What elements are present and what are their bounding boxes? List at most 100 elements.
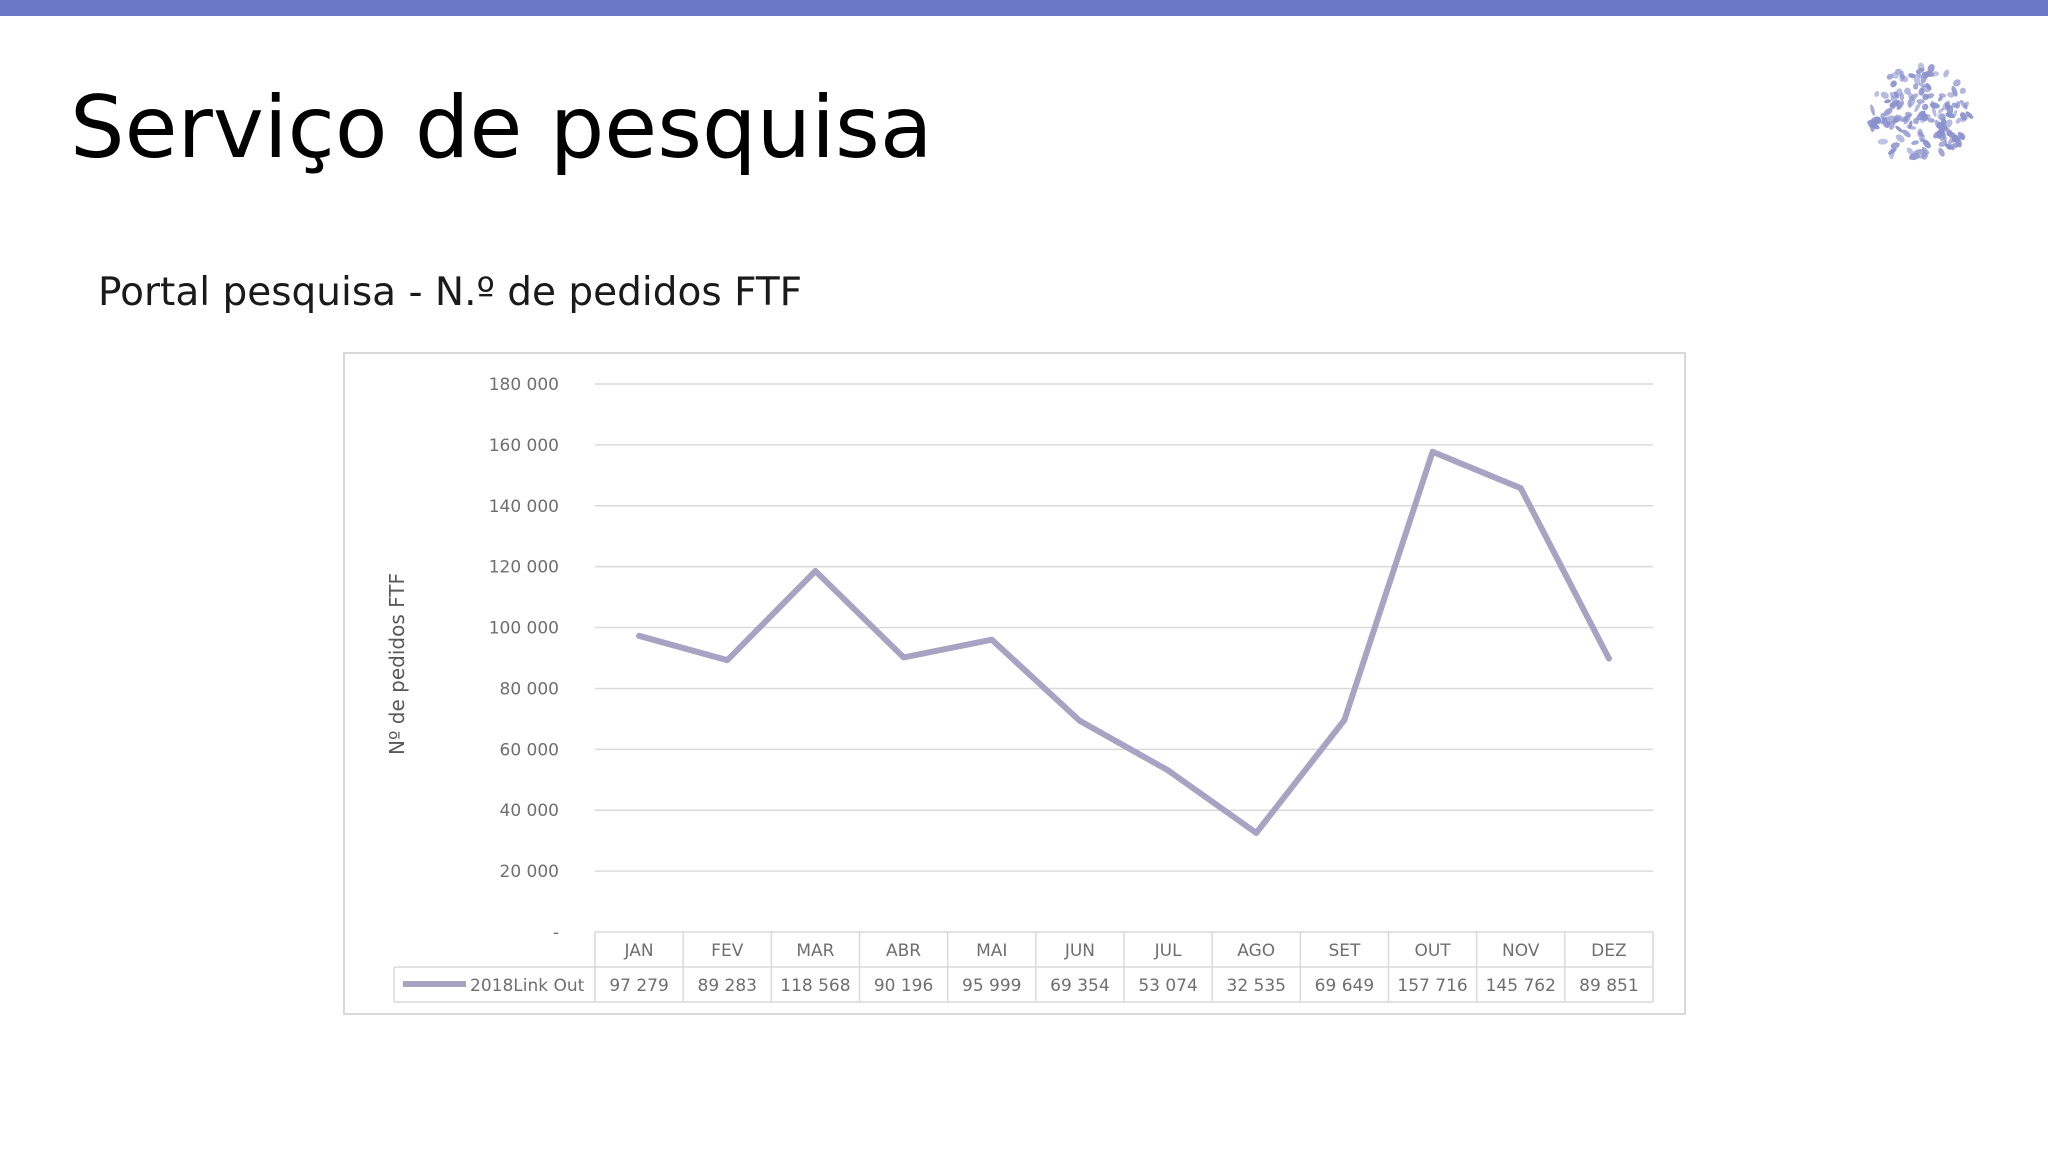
slide-title: Serviço de pesquisa: [70, 78, 933, 178]
logo-petal: [1880, 91, 1889, 99]
y-tick-label: 120 000: [489, 558, 559, 578]
data-label: 90 196: [874, 976, 933, 996]
data-label: 97 279: [609, 976, 668, 996]
logo-petal: [1913, 149, 1926, 155]
y-tick-label: 160 000: [489, 436, 559, 456]
logo-petal: [1908, 73, 1916, 79]
logo-petal: [1943, 69, 1950, 78]
data-point: [1429, 448, 1436, 455]
y-tick-label: 20 000: [500, 862, 559, 882]
data-label: 157 716: [1397, 976, 1467, 996]
data-label: 69 649: [1315, 976, 1374, 996]
data-point: [1341, 716, 1348, 723]
y-tick-label: 100 000: [489, 619, 559, 639]
data-point: [1076, 717, 1083, 724]
logo-petal: [1965, 111, 1974, 119]
logo-petal: [1951, 85, 1958, 97]
x-tick-label: MAI: [976, 941, 1007, 961]
data-label: 145 762: [1486, 976, 1556, 996]
x-tick-label: JUN: [1064, 941, 1095, 961]
logo-petal: [1907, 99, 1912, 109]
logo-petal: [1931, 106, 1937, 117]
chart-title: Portal pesquisa - N.º de pedidos FTF: [98, 270, 803, 315]
data-label: 32 535: [1227, 976, 1286, 996]
data-point: [636, 632, 643, 639]
y-axis-label: Nº de pedidos FTF: [385, 573, 409, 755]
data-point: [900, 654, 907, 661]
logo-petal: [1929, 102, 1940, 109]
data-point: [724, 657, 731, 664]
logo-petal: [1918, 110, 1926, 117]
data-point: [1165, 767, 1172, 774]
logo-petal: [1918, 152, 1928, 159]
purple-flower-cluster-icon: [1867, 62, 1974, 161]
logo-petal: [1899, 70, 1905, 82]
logo-petal: [1931, 71, 1939, 77]
logo-petal: [1947, 92, 1955, 98]
logo-petal: [1938, 147, 1945, 157]
logo-petal: [1933, 130, 1942, 139]
logo-petal: [1880, 116, 1888, 125]
logo-petal: [1963, 101, 1969, 109]
logo-petal: [1887, 147, 1897, 155]
logo-petal: [1870, 104, 1875, 116]
logo-petal: [1938, 93, 1947, 98]
x-tick-label: ABR: [886, 941, 921, 961]
data-point: [988, 636, 995, 643]
logo-petal: [1899, 92, 1905, 102]
logo-petal: [1938, 140, 1948, 147]
logo-petal: [1937, 108, 1944, 114]
logo-petal: [1945, 119, 1953, 128]
logo-petal: [1896, 100, 1905, 111]
x-tick-label: NOV: [1502, 941, 1540, 961]
logo-petal: [1921, 71, 1929, 79]
x-tick-label: JUL: [1154, 941, 1182, 961]
x-tick-label: OUT: [1414, 941, 1451, 961]
data-label: 53 074: [1138, 976, 1197, 996]
data-label: 89 283: [698, 976, 757, 996]
x-tick-label: JAN: [624, 941, 654, 961]
logo-petal: [1895, 125, 1903, 133]
logo-petal: [1916, 99, 1925, 104]
logo-petal: [1917, 128, 1923, 138]
logo-petal: [1897, 115, 1905, 122]
x-tick-label: FEV: [711, 941, 744, 961]
logo-petal: [1870, 116, 1880, 124]
logo-petal: [1922, 93, 1929, 101]
logo-petal: [1939, 113, 1947, 122]
logo-petal: [1911, 140, 1920, 145]
logo-petal: [1908, 93, 1919, 102]
logo-petal: [1886, 73, 1894, 80]
logo-petal: [1942, 100, 1951, 111]
logo-petal: [1921, 114, 1929, 122]
x-tick-label: DEZ: [1591, 941, 1626, 961]
y-tick-label: -: [553, 923, 559, 943]
x-tick-label: SET: [1328, 941, 1361, 961]
logo-petal: [1906, 147, 1914, 156]
logo-petal: [1927, 118, 1935, 123]
logo-petal: [1958, 132, 1966, 141]
logo-petal: [1960, 115, 1968, 123]
data-point: [812, 568, 819, 575]
y-tick-label: 140 000: [489, 497, 559, 517]
y-tick-label: 80 000: [500, 679, 559, 699]
logo-petal: [1877, 138, 1888, 145]
logo-petal: [1953, 79, 1961, 87]
logo-petal: [1903, 113, 1911, 125]
logo-petal: [1927, 63, 1935, 73]
logo-petal: [1921, 146, 1930, 155]
logo-petal: [1914, 102, 1921, 113]
y-tick-label: 180 000: [489, 375, 559, 395]
logo-petal: [1874, 90, 1880, 98]
y-tick-label: 60 000: [500, 740, 559, 760]
logo-petal: [1946, 104, 1954, 116]
data-label: 95 999: [962, 976, 1021, 996]
logo-petal: [1959, 87, 1966, 94]
data-label: 89 851: [1579, 976, 1638, 996]
logo-petal: [1955, 100, 1961, 109]
logo-petal: [1954, 136, 1962, 148]
logo-petal: [1944, 143, 1951, 150]
series-line: [636, 448, 1612, 836]
logo-petal: [1890, 80, 1897, 88]
